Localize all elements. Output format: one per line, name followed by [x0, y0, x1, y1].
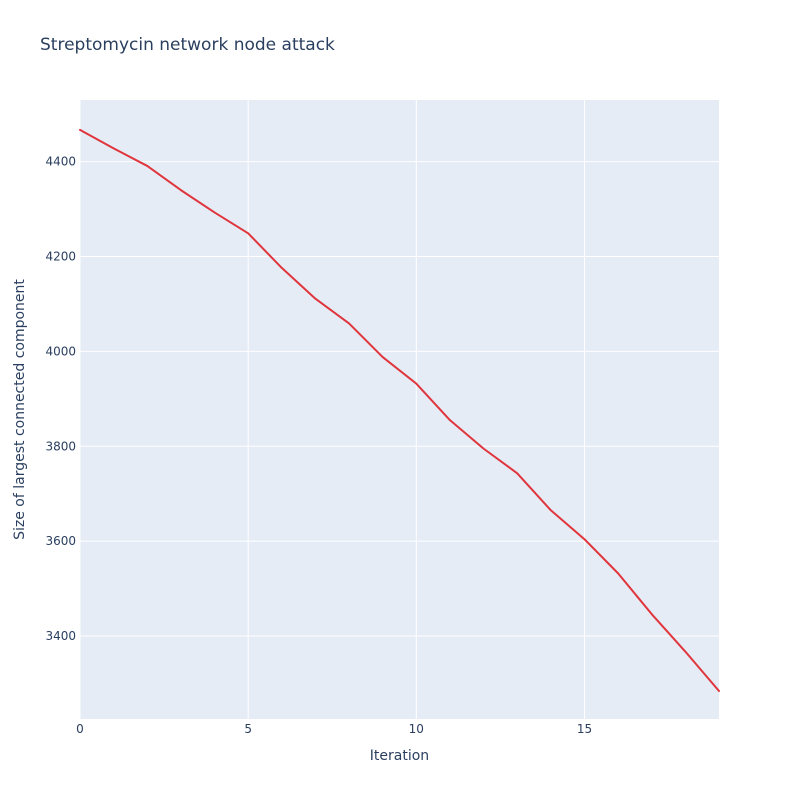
x-tick-label: 0	[76, 722, 84, 736]
x-tick-labels: 0 5 10 15	[76, 722, 592, 736]
y-tick-label: 3800	[45, 439, 76, 453]
y-tick-labels: 3400 3600 3800 4000 4200 4400	[45, 155, 76, 643]
x-tick-label: 10	[409, 722, 424, 736]
y-tick-label: 3600	[45, 534, 76, 548]
chart-title: Streptomycin network node attack	[40, 35, 335, 55]
y-axis-title: Size of largest connected component	[12, 279, 28, 540]
y-tick-label: 4000	[45, 344, 76, 358]
y-gridlines	[80, 161, 719, 637]
x-tick-label: 15	[577, 722, 592, 736]
series-line	[79, 128, 720, 693]
y-tick-label: 3400	[45, 629, 76, 643]
series-layer	[79, 128, 720, 693]
x-gridlines	[79, 100, 585, 719]
plot-area	[80, 100, 719, 719]
y-tick-label: 4200	[45, 250, 76, 264]
x-axis-title: Iteration	[370, 748, 429, 764]
x-tick-label: 5	[244, 722, 252, 736]
y-tick-label: 4400	[45, 155, 76, 169]
